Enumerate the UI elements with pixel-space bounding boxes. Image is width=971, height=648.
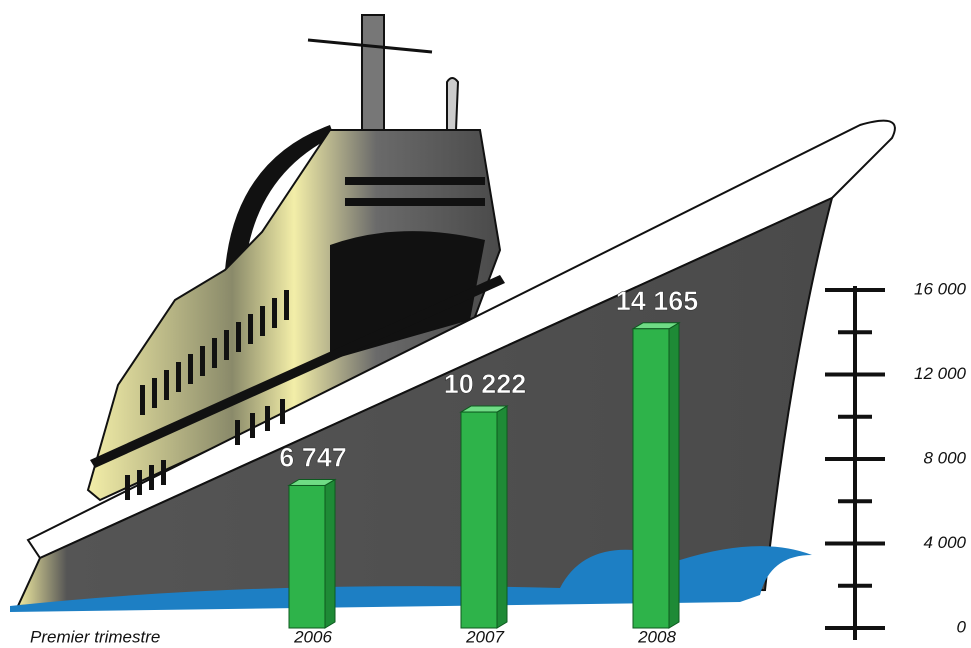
value-label: 14 165: [616, 286, 699, 316]
bar-side: [324, 478, 336, 629]
value-label: 6 747: [279, 443, 347, 473]
x-tick-label: 2006: [293, 627, 332, 646]
y-tick-label: 12 000: [914, 364, 967, 383]
y-tick-label: 16 000: [914, 279, 967, 298]
y-tick-label: 0: [957, 617, 967, 636]
bar-side: [668, 321, 680, 629]
x-axis-label: Premier trimestre: [30, 627, 160, 646]
ship-illustration: [10, 14, 896, 612]
bar: [632, 328, 670, 629]
bar: [288, 484, 326, 629]
y-tick-label: 8 000: [923, 448, 966, 467]
x-tick-label: 2007: [465, 627, 504, 646]
bar: [460, 411, 498, 629]
value-label: 10 222: [444, 369, 527, 399]
x-tick-label: 2008: [637, 627, 676, 646]
bar-side: [496, 405, 508, 629]
y-tick-label: 4 000: [923, 533, 966, 552]
